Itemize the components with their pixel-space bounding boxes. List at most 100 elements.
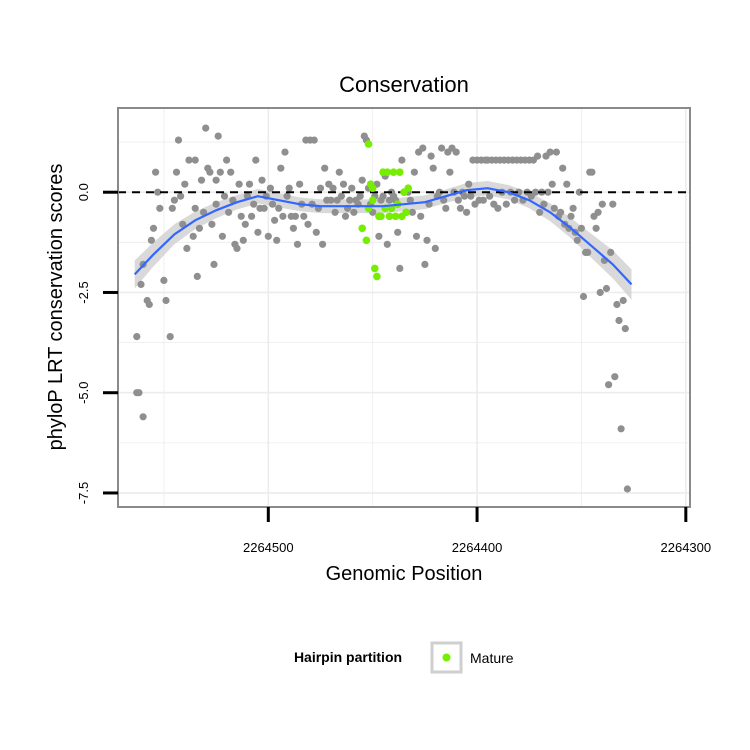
data-point — [227, 168, 235, 176]
x-axis-label: Genomic Position — [326, 563, 483, 585]
y-axis: 0.0 -2.5 -5.0 -7.5 — [76, 183, 118, 504]
data-point — [220, 192, 229, 200]
data-point — [258, 176, 266, 184]
data-point — [200, 208, 208, 216]
data-point — [189, 232, 197, 240]
data-point — [559, 164, 567, 172]
data-point — [185, 156, 193, 164]
data-point — [327, 196, 335, 204]
data-point — [289, 224, 297, 232]
data-point — [431, 244, 439, 252]
data-point — [584, 248, 592, 256]
data-point — [271, 216, 279, 224]
data-point — [596, 288, 604, 297]
legend-title: Hairpin partition — [294, 649, 402, 665]
mature-point — [368, 196, 377, 204]
data-point — [250, 200, 258, 208]
data-point — [398, 156, 406, 164]
data-point — [348, 184, 356, 192]
data-point — [341, 212, 350, 220]
data-point — [174, 136, 183, 144]
data-point — [611, 373, 619, 381]
data-point — [248, 212, 256, 220]
data-point — [502, 200, 510, 208]
mature-point — [377, 212, 385, 221]
mature-point — [368, 184, 377, 192]
data-point — [304, 220, 312, 228]
data-point — [467, 192, 475, 200]
data-point — [607, 248, 615, 256]
data-point — [575, 188, 584, 196]
data-point — [218, 232, 226, 240]
data-point — [223, 156, 231, 164]
plot-area — [118, 108, 690, 507]
data-point — [548, 180, 556, 188]
y-tick-label: -7.5 — [76, 482, 91, 504]
data-point — [179, 220, 187, 228]
legend: Hairpin partition Mature — [294, 641, 514, 674]
data-point — [293, 240, 302, 248]
data-point — [266, 184, 274, 192]
data-point — [162, 296, 170, 305]
smooth-curve — [133, 187, 633, 286]
data-point — [350, 208, 358, 216]
data-point — [206, 168, 214, 176]
data-point — [406, 196, 414, 204]
x-tick-label: 2264500 — [243, 540, 294, 555]
data-point — [260, 204, 268, 212]
data-point — [419, 144, 427, 152]
mature-point — [373, 272, 381, 281]
data-point — [273, 236, 281, 244]
data-point — [534, 152, 542, 160]
legend-items: Mature — [442, 650, 514, 666]
data-point — [133, 333, 141, 341]
data-point — [135, 389, 143, 397]
data-point — [446, 168, 454, 176]
legend-swatch — [442, 653, 451, 662]
data-point — [160, 276, 168, 284]
data-point — [563, 180, 571, 188]
confidence-band — [134, 181, 632, 300]
data-point — [168, 204, 176, 212]
data-point — [145, 300, 153, 309]
data-point — [312, 228, 320, 236]
data-point — [515, 188, 523, 196]
data-point — [552, 148, 561, 156]
data-point — [412, 232, 421, 240]
data-point — [252, 156, 260, 164]
data-point — [588, 168, 596, 176]
data-point — [421, 260, 429, 268]
x-tick-label: 2264300 — [661, 540, 712, 555]
data-point — [408, 208, 416, 216]
mature-point — [404, 184, 413, 192]
data-point — [296, 180, 304, 188]
data-point — [619, 296, 627, 305]
data-point — [154, 188, 162, 196]
data-point — [319, 240, 327, 248]
data-point — [454, 196, 462, 204]
data-point — [239, 236, 247, 244]
data-point — [579, 292, 588, 301]
data-point — [264, 232, 272, 240]
data-point — [550, 204, 558, 212]
data-point — [275, 204, 283, 212]
data-point — [456, 204, 464, 212]
data-point — [479, 196, 487, 204]
data-point — [573, 236, 581, 244]
data-point — [149, 224, 158, 232]
data-point — [569, 204, 577, 212]
data-point — [346, 196, 354, 204]
data-point — [225, 208, 233, 216]
data-point — [166, 333, 174, 341]
x-tick-label: 2264400 — [452, 540, 503, 555]
data-point — [546, 148, 554, 156]
data-point — [494, 204, 502, 212]
data-point — [156, 204, 164, 212]
data-point — [208, 220, 216, 228]
data-point — [435, 188, 444, 196]
data-point — [594, 208, 602, 216]
data-point — [510, 196, 519, 204]
data-point — [210, 260, 218, 268]
data-point — [605, 381, 613, 389]
y-tick-label: -5.0 — [76, 381, 91, 403]
